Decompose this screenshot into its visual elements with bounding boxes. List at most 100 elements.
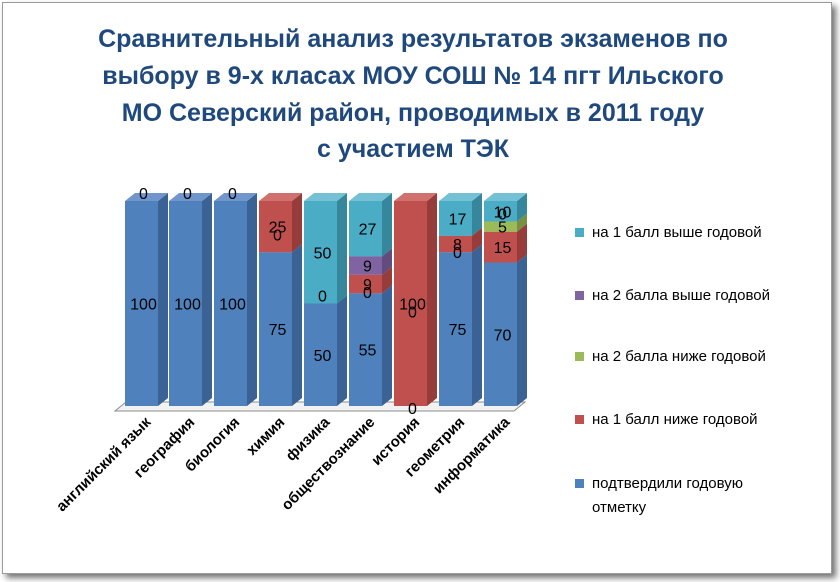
legend-item: подтвердили годовую отметку [575, 475, 743, 516]
data-label: 0 [453, 245, 462, 262]
legend-label: на 2 балла ниже годовой [592, 348, 766, 365]
data-label: 100 [174, 297, 201, 314]
bar-side [382, 266, 392, 294]
legend-item: на 2 балла выше годовой [575, 287, 770, 304]
data-label: 50 [314, 245, 332, 262]
bar-front [484, 231, 517, 263]
bar-front [439, 235, 472, 253]
bar-side [472, 227, 482, 253]
legend-swatch [575, 291, 584, 300]
bar-segment [484, 254, 527, 406]
bar-side [337, 193, 347, 304]
chart-frame: Сравнительный анализ результатов экзамен… [2, 2, 832, 574]
title-line: МО Северский район, проводимых в 2011 го… [122, 99, 705, 127]
bar-top [259, 193, 302, 201]
bar-side [427, 193, 437, 406]
data-label: 0 [408, 401, 417, 418]
bar-side [472, 193, 482, 236]
bars [125, 193, 527, 406]
bar-front [394, 201, 427, 406]
bar-segment [349, 193, 392, 257]
bar-side [202, 193, 212, 406]
bar-side [382, 285, 392, 406]
data-label: 5 [498, 220, 507, 237]
bar-segment [259, 193, 302, 253]
bar-side [517, 193, 527, 222]
bar-segment [439, 193, 482, 236]
bar-front [439, 201, 472, 236]
bar-front [349, 201, 382, 257]
bar-top [394, 193, 437, 201]
bar-segment [304, 193, 347, 304]
bar-front [484, 201, 517, 222]
bar-front [304, 303, 337, 406]
bar-segment [304, 295, 347, 406]
bar-front [349, 274, 382, 294]
bar-side [292, 244, 302, 406]
bar-top [439, 193, 482, 201]
bar-side [337, 295, 347, 406]
data-label: 0 [498, 207, 507, 224]
bar-top [169, 193, 212, 201]
bar-top [349, 193, 392, 201]
legend-label: отметку [592, 499, 647, 516]
bar-front [259, 252, 292, 406]
bar-front [349, 256, 382, 275]
bar-side [382, 248, 392, 275]
bar-segment [214, 193, 257, 406]
data-label: 0 [318, 289, 327, 306]
bar-side [517, 254, 527, 406]
bar-segment [169, 193, 212, 406]
title-line: выбору в 9-х класах МОУ СОШ № 14 пгт Иль… [102, 62, 723, 90]
data-label: 70 [494, 327, 512, 344]
bar-segment [394, 193, 437, 406]
bar-front [484, 262, 517, 406]
title-line: с участием ТЭК [317, 135, 510, 163]
bar-front [169, 201, 202, 406]
data-label: 75 [449, 322, 467, 339]
legend-item: на 2 балла ниже годовой [575, 348, 766, 365]
data-label: 50 [314, 348, 332, 365]
data-labels: 1000100010007525050050559092701000758017… [130, 186, 511, 418]
data-label: 100 [219, 297, 246, 314]
bar-front [484, 221, 517, 232]
legend-swatch [575, 479, 584, 488]
data-label: 17 [449, 211, 467, 228]
bar-side [517, 223, 527, 263]
data-label: 100 [399, 297, 426, 314]
bar-side [292, 193, 302, 253]
bar-side [517, 213, 527, 232]
x-tick-label: химия [243, 414, 288, 459]
data-label: 8 [453, 237, 462, 254]
data-label: 15 [494, 240, 512, 257]
data-label: 9 [363, 277, 372, 294]
x-tick-label: информатика [430, 413, 514, 497]
data-label: 0 [228, 186, 237, 203]
bar-side [247, 193, 257, 406]
bar-side [472, 244, 482, 406]
legend: на 1 балл выше годовой на 2 балла выше го… [575, 224, 770, 516]
data-label: 75 [269, 322, 287, 339]
legend-swatch [575, 415, 584, 424]
bar-front [214, 201, 247, 406]
bar-front [349, 293, 382, 406]
legend-item: на 1 балл ниже годовой [575, 411, 758, 428]
legend-item: на 1 балл выше годовой [575, 224, 762, 241]
data-label: 9 [363, 259, 372, 276]
bar-front [259, 201, 292, 253]
legend-swatch [575, 352, 584, 361]
data-label: 0 [139, 186, 148, 203]
bar-top [304, 193, 347, 201]
bar-side [158, 193, 168, 406]
bar-segment [125, 193, 168, 406]
bar-side [382, 193, 392, 257]
legend-label: на 1 балл выше годовой [592, 224, 762, 241]
bar-top [214, 193, 257, 201]
data-label: 0 [273, 228, 282, 245]
bar-front [125, 201, 158, 406]
bar-segment [259, 244, 302, 406]
chart-svg: Сравнительный анализ результатов экзамен… [53, 25, 770, 516]
legend-label: на 2 балла выше годовой [592, 287, 770, 304]
data-label: 100 [130, 297, 157, 314]
